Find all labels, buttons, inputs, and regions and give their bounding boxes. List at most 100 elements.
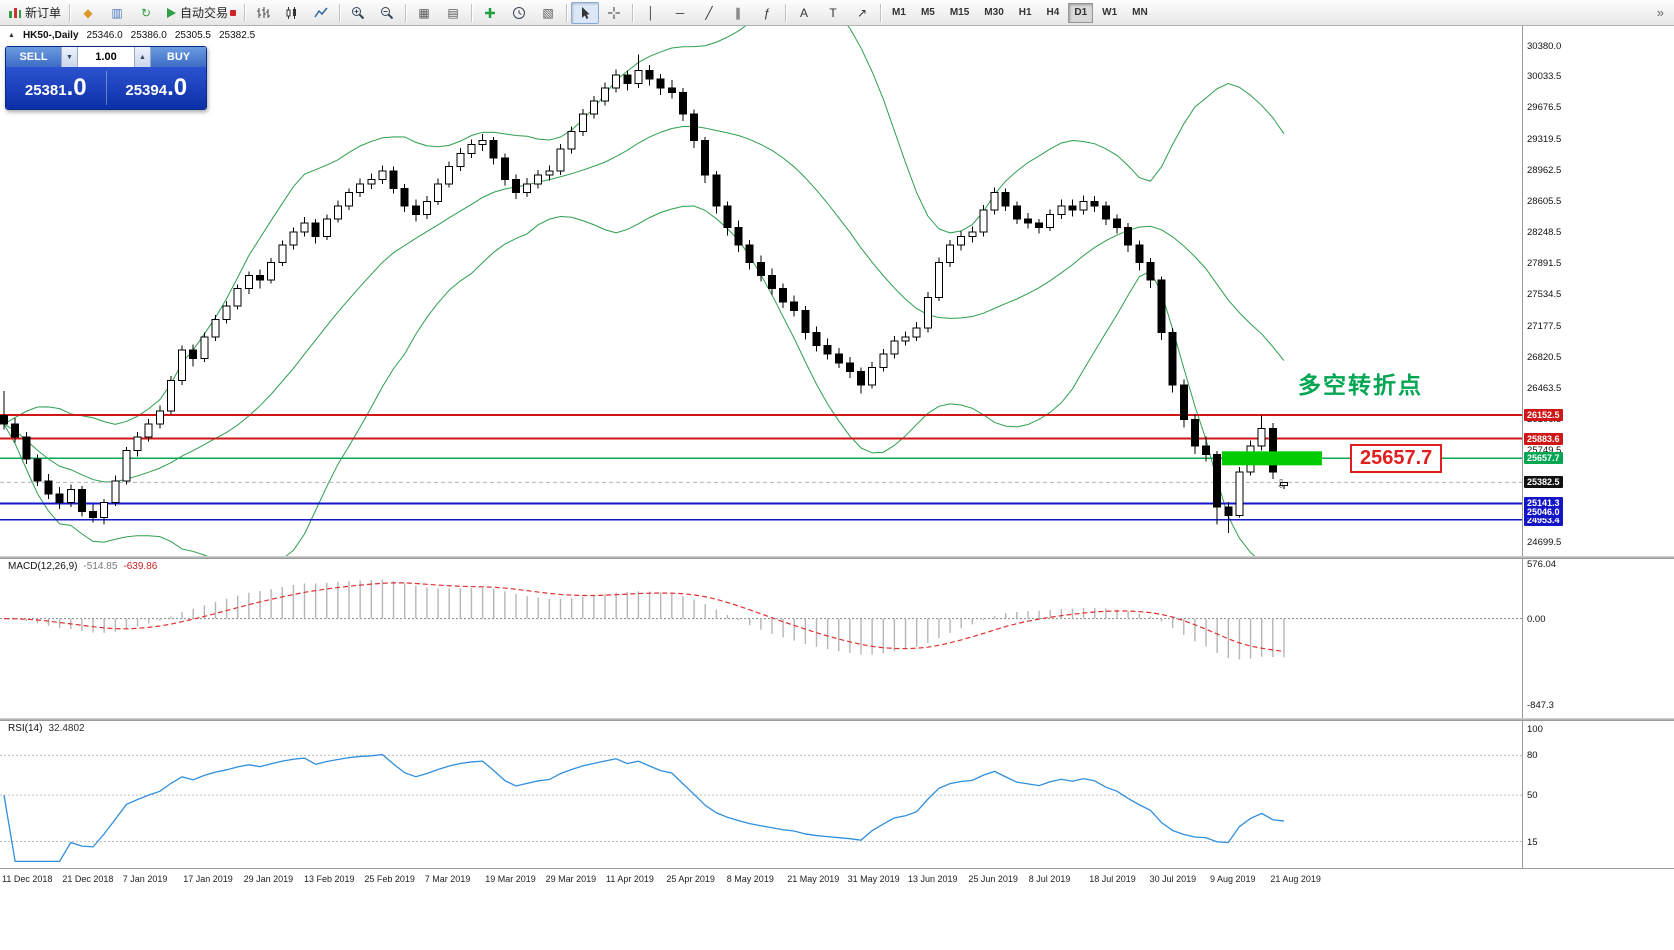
date-label: 8 Jul 2019 [1028, 874, 1071, 884]
macd-axis-label: 0.00 [1527, 613, 1546, 625]
text-label-icon: T [829, 5, 837, 20]
arrows-button[interactable]: ↗ [848, 2, 876, 24]
price-tag: 25046.0 [1524, 505, 1563, 518]
toolbar-overflow-button[interactable]: » [1656, 5, 1664, 20]
buy-button[interactable]: BUY [151, 47, 206, 67]
chart-header: ▲ HK50-,Daily 25346.0 25386.0 25305.5 25… [8, 30, 255, 41]
buy-price-pips: .0 [167, 74, 188, 101]
timeframe-mn[interactable]: MN [1132, 7, 1148, 18]
timeframe-d1[interactable]: D1 [1068, 2, 1094, 23]
date-label: 25 Feb 2019 [364, 874, 415, 884]
panel-divider[interactable] [0, 718, 1674, 721]
horizontal-line-button[interactable]: ─ [666, 2, 694, 24]
templates-button[interactable]: ▧ [534, 2, 562, 24]
candlestick-chart-button[interactable] [278, 2, 306, 24]
new-chart-button[interactable]: ◆ [74, 2, 102, 24]
volume-input[interactable] [78, 47, 134, 67]
new-order-icon [9, 7, 21, 18]
new-order-button[interactable]: 新订单 [4, 2, 65, 24]
panel-divider[interactable] [0, 556, 1674, 559]
price-axis-label: 29319.5 [1527, 133, 1562, 145]
autotrading-button[interactable]: 自动交易 [161, 2, 240, 24]
bottom-area [0, 892, 1674, 950]
rsi-axis-label: 100 [1527, 723, 1543, 735]
vertical-line-icon: │ [647, 5, 655, 20]
buy-price-display[interactable]: 25394 .0 [107, 74, 207, 102]
symbol-period-label: HK50-,Daily [22, 30, 79, 41]
fibonacci-button[interactable]: ƒ [753, 2, 781, 24]
timeframe-h1[interactable]: H1 [1018, 7, 1032, 18]
sell-button[interactable]: SELL [6, 47, 61, 67]
main-chart[interactable] [0, 26, 1522, 556]
price-axis-label: 28605.5 [1527, 195, 1562, 207]
toolbar-separator [244, 3, 246, 22]
date-label: 13 Jun 2019 [908, 874, 958, 884]
periods-button[interactable] [505, 2, 533, 24]
channel-button[interactable]: ∥ [724, 2, 752, 24]
timeframe-h4[interactable]: H4 [1046, 7, 1060, 18]
volume-increase-button[interactable]: ▲ [134, 47, 151, 67]
date-label: 7 Jan 2019 [122, 874, 168, 884]
macd-axis[interactable]: 576.04 0.00 -847.3 [1522, 559, 1674, 718]
crosshair-button[interactable] [600, 2, 628, 24]
grid-icon: ▦ [418, 5, 430, 20]
indicators-button[interactable] [476, 2, 504, 24]
time-axis[interactable]: 11 Dec 2018 21 Dec 2018 7 Jan 2019 17 Jan 2… [0, 868, 1674, 892]
rsi-name: RSI(14) [8, 723, 43, 734]
price-arrow-marker[interactable]: ⇩ [1276, 477, 1287, 491]
macd-name: MACD(12,26,9) [8, 561, 78, 572]
sell-price-main: 25381 [24, 82, 67, 99]
timeframe-m5[interactable]: M5 [920, 7, 935, 18]
price-tag: 25382.5 [1524, 476, 1563, 489]
date-label: 9 Aug 2019 [1210, 874, 1256, 884]
timeframe-m30[interactable]: M30 [984, 7, 1004, 18]
grid-button[interactable]: ▦ [410, 2, 438, 24]
trendline-button[interactable]: ╱ [695, 2, 723, 24]
date-label: 18 Jul 2019 [1089, 874, 1136, 884]
templates-icon: ▧ [542, 5, 554, 20]
tile-windows-icon: ▤ [447, 5, 459, 20]
date-label: 21 Dec 2018 [62, 874, 114, 884]
vertical-line-button[interactable]: │ [637, 2, 665, 24]
rsi-panel[interactable] [0, 721, 1522, 868]
channel-icon: ∥ [735, 5, 742, 20]
toolbar-separator [405, 3, 407, 22]
toolbar: 新订单 ◆ ▥ ↻ 自动交易 ▦ ▤ ▧ │ ─ ╱ ∥ ƒ A T ↗ M1 M5 M15 M30 H1 H4 D1 W1 M… [0, 0, 1674, 26]
macd-panel[interactable] [0, 559, 1522, 718]
bar-chart-button[interactable] [249, 2, 277, 24]
open-value: 25346.0 [86, 30, 123, 41]
price-axis[interactable]: 30380.0 30033.5 29676.5 29319.5 28962.5 28605… [1522, 26, 1674, 556]
text-button[interactable]: A [790, 2, 818, 24]
volume-decrease-button[interactable]: ▼ [61, 47, 78, 67]
price-axis-label: 30033.5 [1527, 71, 1562, 83]
toolbar-separator [566, 3, 568, 22]
turning-point-annotation[interactable]: 多空转折点 [1298, 372, 1423, 398]
cursor-button[interactable] [571, 1, 600, 24]
tile-windows-button[interactable]: ▤ [439, 2, 467, 24]
timeframe-w1[interactable]: W1 [1102, 7, 1118, 18]
zoom-in-button[interactable] [344, 2, 372, 24]
macd-axis-label: 576.04 [1527, 559, 1557, 570]
cursor-icon [582, 6, 590, 19]
market-watch-button[interactable]: ▥ [103, 2, 131, 24]
timeframe-m15[interactable]: M15 [949, 7, 970, 18]
text-icon: A [800, 5, 809, 20]
rsi-axis-label: 80 [1527, 750, 1538, 762]
zoom-out-button[interactable] [373, 2, 401, 24]
text-label-button[interactable]: T [819, 2, 847, 24]
rsi-axis[interactable]: 100 80 50 15 [1522, 721, 1674, 868]
timeframe-m1[interactable]: M1 [892, 7, 906, 18]
trendline-icon: ╱ [705, 5, 713, 20]
price-tag: 26152.5 [1524, 409, 1563, 422]
navigator-icon: ↻ [140, 5, 152, 20]
high-value: 25386.0 [130, 30, 167, 41]
price-callout[interactable]: 25657.7 [1350, 444, 1443, 473]
new-order-label: 新订单 [25, 6, 62, 20]
toolbar-separator [69, 3, 71, 22]
price-axis-label: 25749.5 [1527, 445, 1562, 457]
date-label: 11 Dec 2018 [2, 874, 53, 884]
line-chart-button[interactable] [307, 2, 335, 24]
navigator-button[interactable]: ↻ [132, 2, 160, 24]
sell-price-display[interactable]: 25381 .0 [6, 74, 106, 102]
